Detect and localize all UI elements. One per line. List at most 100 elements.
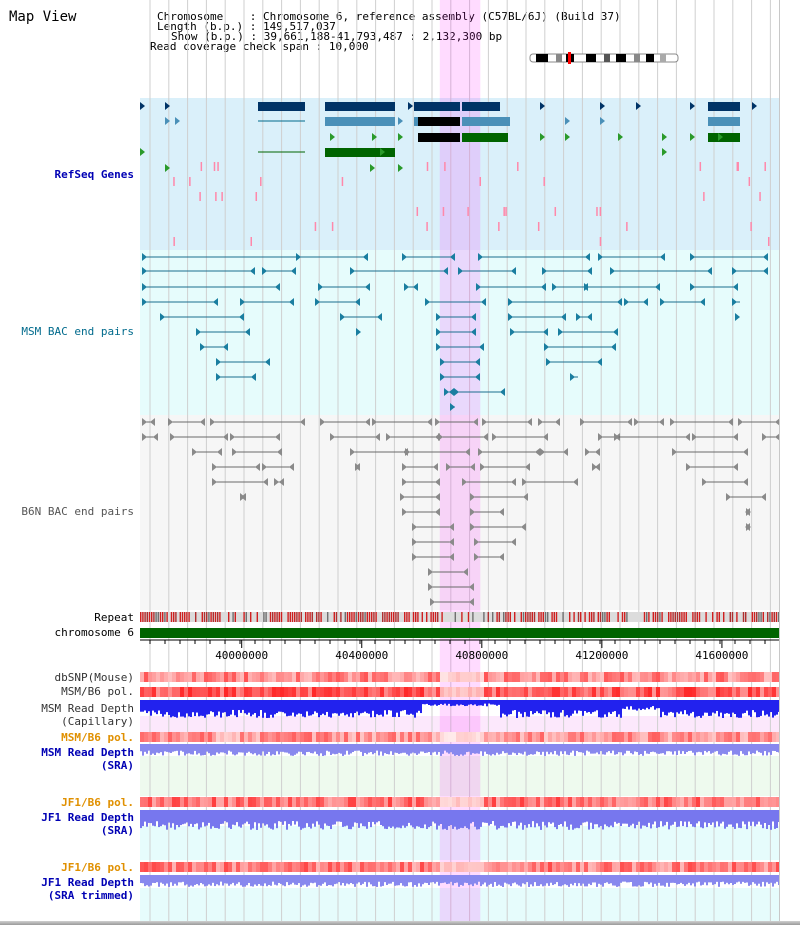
polymorphism-cell [428,862,432,872]
msm-bac-end [542,267,547,275]
polymorphism-cell [408,797,412,807]
polymorphism-cell [188,687,192,697]
depth-bar [168,875,170,887]
polymorphism-cell [476,862,480,872]
depth-bar [762,875,764,882]
depth-bar [288,744,290,754]
depth-bar [196,810,198,824]
polymorphism-cell [256,862,260,872]
polymorphism-cell [144,687,148,697]
polymorphism-cell [464,687,468,697]
b6n-bac-track[interactable] [142,418,780,606]
polymorphism-cell [484,687,488,697]
depth-bar [198,700,200,717]
depth-bar [586,875,588,887]
b6n-bac-end [733,463,738,471]
polymorphism-cell [184,687,188,697]
repeat-element [291,612,294,622]
b6n-bac-end [527,418,532,426]
chromosome-ideogram[interactable] [529,52,679,64]
jf1-pol-label: JF1/B6 pol. [61,796,134,809]
repeat-track[interactable] [140,612,780,622]
chromosome-bar[interactable] [140,628,780,638]
depth-bar [348,810,350,830]
depth-bar [308,810,310,827]
polymorphism-cell [664,687,668,697]
depth-bar [694,700,696,718]
polymorphism-tracks[interactable] [140,672,780,872]
depth-bar [410,744,412,754]
refseq-track[interactable] [140,102,770,246]
polymorphism-cell [156,687,160,697]
polymorphism-cell [400,862,404,872]
depth-bar [174,875,176,884]
depth-tracks[interactable] [140,700,780,887]
depth-bar [684,744,686,754]
polymorphism-cell [368,672,372,682]
depth-bar [142,700,144,712]
polymorphism-cell [536,672,540,682]
depth-bar [262,744,264,752]
jf1-trim-label-2: (SRA trimmed) [48,889,134,902]
horizontal-scrollbar[interactable] [0,921,800,925]
polymorphism-cell [152,672,156,682]
polymorphism-cell [216,687,220,697]
polymorphism-cell [708,732,712,742]
jf1-sra-label-2: (SRA) [101,824,134,837]
depth-bar [740,875,742,884]
b6n-bac-end [480,463,485,471]
depth-bar [470,700,472,705]
polymorphism-cell [612,732,616,742]
depth-bar [518,875,520,886]
depth-bar [638,744,640,755]
polymorphism-cell [512,797,516,807]
polymorphism-cell [536,797,540,807]
depth-bar [730,810,732,825]
polymorphism-cell [324,797,328,807]
msm-bac-track[interactable] [142,253,768,411]
depth-bar [374,744,376,754]
depth-bar [404,744,406,753]
depth-bar [340,700,342,714]
polymorphism-cell [224,862,228,872]
depth-bar [312,875,314,884]
b6n-bac-end [446,463,451,471]
depth-bar [238,700,240,711]
polymorphism-cell [564,797,568,807]
depth-bar [730,744,732,751]
length-info: Length (b.p.) : 149,517,037 [157,21,336,32]
gene-tick [703,192,705,201]
vertical-scrollbar[interactable] [779,0,800,925]
depth-bar [586,700,588,713]
polymorphism-cell [548,732,552,742]
repeat-element [146,612,148,622]
depth-bar [398,744,400,754]
depth-bar [214,700,216,717]
polymorphism-cell [316,862,320,872]
depth-bar [746,875,748,883]
depth-bar [504,744,506,754]
polymorphism-cell [728,672,732,682]
highlight-region[interactable] [439,0,481,925]
depth-bar [380,810,382,825]
polymorphism-cell [652,672,656,682]
b6n-bac-end [482,418,487,426]
polymorphism-cell [196,672,200,682]
polymorphism-cell [432,797,436,807]
depth-bar [480,744,482,752]
polymorphism-cell [624,672,628,682]
depth-bar [572,875,574,886]
polymorphism-cell [540,672,544,682]
depth-bar [616,744,618,755]
msm-bac-end [541,283,546,291]
polymorphism-cell [288,797,292,807]
depth-bar [544,700,546,711]
repeat-element [767,612,769,622]
repeat-element [685,612,687,622]
depth-bar [152,875,154,883]
gene-strand-arrow [718,102,723,110]
polymorphism-cell [656,687,660,697]
repeat-element [657,612,659,622]
polymorphism-cell [560,862,564,872]
